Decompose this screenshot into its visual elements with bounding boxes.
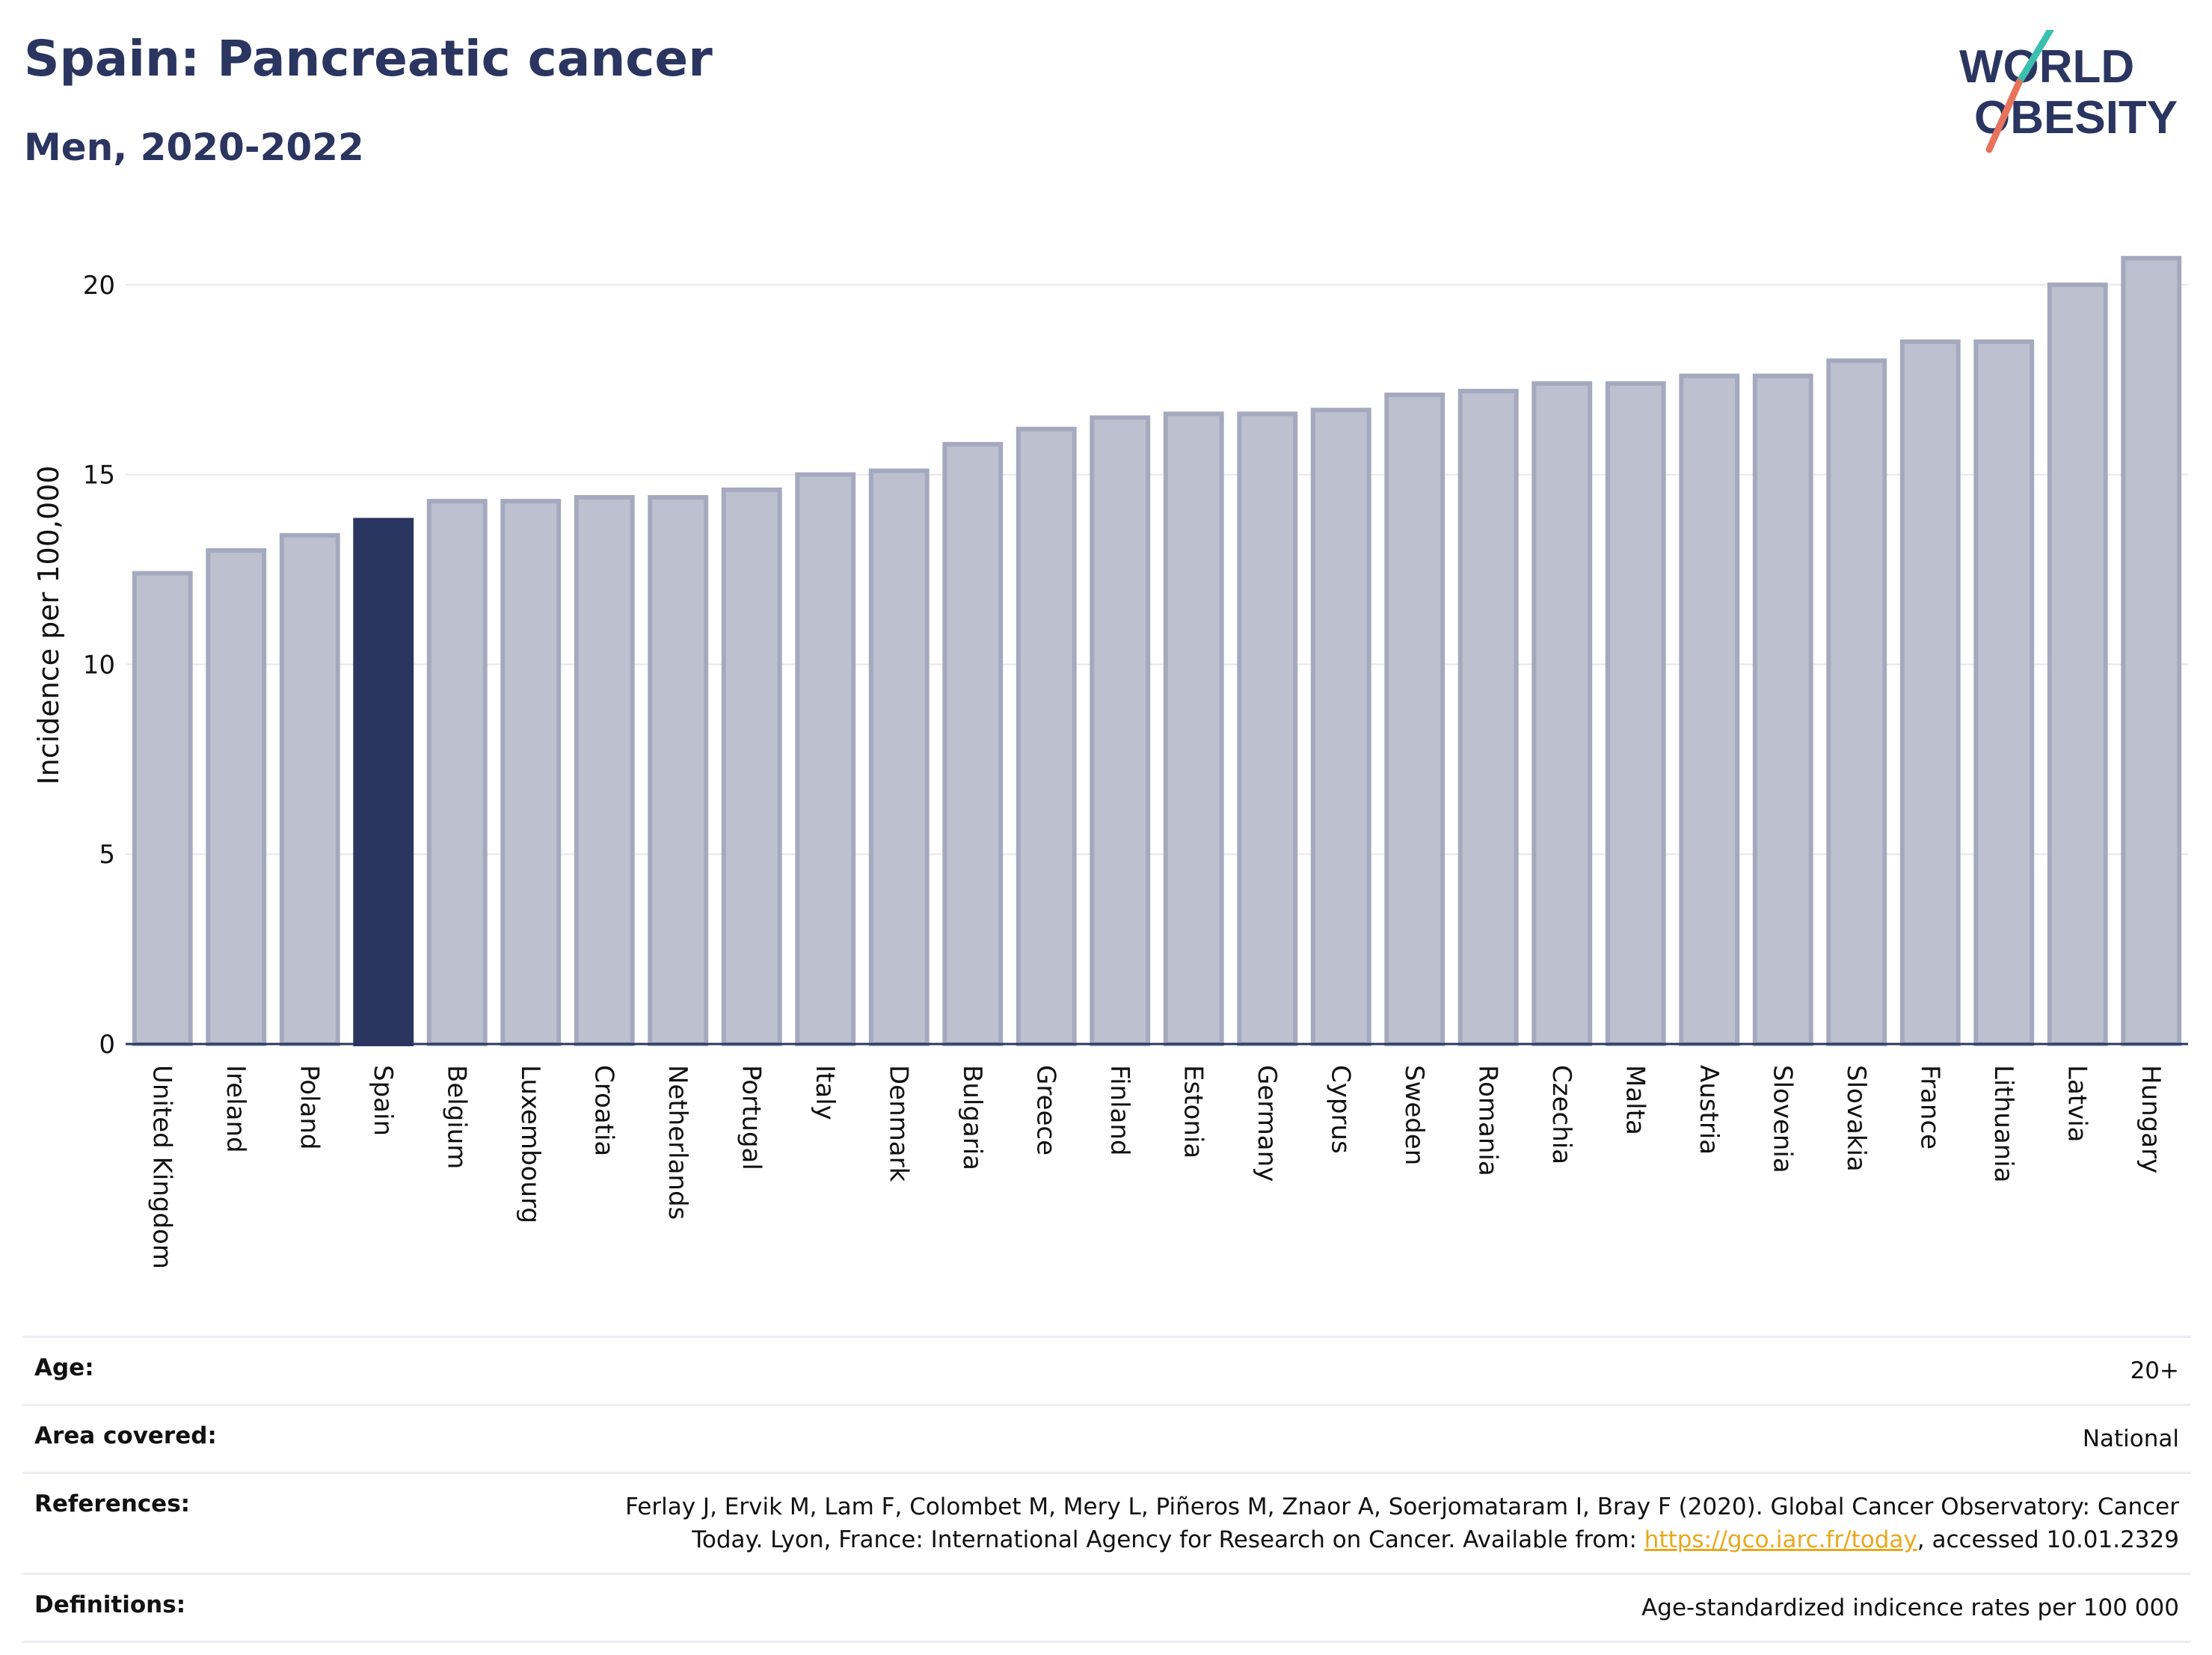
bar-cyprus: [1310, 408, 1371, 1046]
references-link[interactable]: https://gco.iarc.fr/today: [1644, 1526, 1917, 1553]
x-tick-label: Luxembourg: [515, 1065, 545, 1223]
bar-bulgaria: [942, 441, 1004, 1046]
bar-denmark: [868, 468, 930, 1046]
x-tick-label: Portugal: [736, 1065, 766, 1170]
bar-slovakia: [1826, 358, 1887, 1046]
x-tick-label: Spain: [368, 1065, 398, 1136]
x-tick-label: United Kingdom: [147, 1065, 176, 1269]
bar-chart: 0 5 10 15 20 United Kingdom Ireland Poland Spain…: [32, 256, 2188, 1269]
y-tick-label: 0: [99, 1030, 115, 1060]
meta-definitions-value: Age-standardized indicence rates per 100…: [1641, 1594, 2179, 1621]
x-tick-label: Cyprus: [1325, 1065, 1355, 1154]
x-tick-label: Poland: [294, 1065, 324, 1150]
bar-united-kingdom: [132, 571, 193, 1046]
bar-belgium: [426, 499, 488, 1046]
meta-references-value: Ferlay J, Ervik M, Lam F, Colombet M, Me…: [625, 1490, 2179, 1556]
bar-germany: [1237, 411, 1298, 1046]
references-line2-post: , accessed 10.01.2329: [1917, 1526, 2179, 1553]
logo-line1: WORLD: [1959, 41, 2134, 93]
bar-ireland: [206, 548, 267, 1046]
bar-netherlands: [648, 495, 709, 1046]
x-tick-label: Bulgaria: [957, 1065, 987, 1170]
x-tick-label: Malta: [1620, 1065, 1650, 1135]
x-tick-label: France: [1914, 1065, 1944, 1149]
bar-latvia: [2047, 282, 2108, 1046]
x-tick-label: Slovakia: [1841, 1065, 1871, 1172]
bar-greece: [1016, 426, 1077, 1046]
chart-title: Spain: Pancreatic cancer: [24, 30, 713, 87]
meta-references-label: References:: [34, 1490, 191, 1517]
bar-luxembourg: [500, 499, 562, 1046]
x-tick-label: Italy: [810, 1065, 840, 1120]
world-obesity-logo: WORLD OBESITY: [1959, 30, 2178, 153]
x-tick-label: Croatia: [589, 1065, 618, 1156]
bar-croatia: [574, 495, 635, 1046]
bar-romania: [1457, 388, 1519, 1046]
meta-row-references: References: Ferlay J, Ervik M, Lam F, Co…: [22, 1472, 2191, 1573]
references-line2-pre: Today. Lyon, France: International Agenc…: [692, 1526, 1644, 1553]
meta-row-area: Area covered: National: [22, 1404, 2191, 1472]
x-tick-label: Romania: [1472, 1065, 1502, 1176]
bar-france: [1899, 339, 1961, 1046]
x-tick-label: Latvia: [2062, 1065, 2092, 1143]
y-tick-label: 15: [83, 461, 115, 491]
bar-estonia: [1163, 411, 1224, 1046]
bar-malta: [1605, 381, 1666, 1046]
meta-row-definitions: Definitions: Age-standardized indicence …: [22, 1573, 2191, 1643]
y-tick-label: 10: [83, 650, 115, 680]
bar-italy: [795, 472, 856, 1046]
y-tick-label: 20: [83, 271, 115, 301]
meta-definitions-label: Definitions:: [34, 1591, 186, 1618]
meta-age-label: Age:: [34, 1354, 94, 1381]
x-tick-label: Estonia: [1178, 1065, 1208, 1158]
y-axis-label: Incidence per 100,000: [32, 465, 65, 784]
x-tick-label: Lithuania: [1988, 1065, 2018, 1182]
bar-poland: [279, 532, 340, 1046]
x-tick-label: Austria: [1694, 1065, 1724, 1155]
bar-hungary: [2121, 256, 2182, 1047]
x-tick-label: Greece: [1030, 1065, 1060, 1155]
axes: 0 5 10 15 20 United Kingdom Ireland Poland Spain…: [83, 271, 2188, 1269]
references-line1: Ferlay J, Ervik M, Lam F, Colombet M, Me…: [625, 1493, 2179, 1520]
x-tick-label: Slovenia: [1767, 1065, 1797, 1173]
bar-sweden: [1384, 392, 1446, 1046]
x-tick-label: Finland: [1105, 1065, 1134, 1156]
bar-spain: [353, 518, 414, 1046]
x-tick-label: Germany: [1252, 1065, 1282, 1182]
x-tick-label: Netherlands: [663, 1065, 692, 1220]
bar-slovenia: [1752, 373, 1813, 1047]
x-tick-label: Czechia: [1546, 1065, 1576, 1164]
x-tick-label: Ireland: [221, 1065, 251, 1153]
bar-finland: [1090, 415, 1151, 1046]
y-tick-label: 5: [99, 840, 115, 870]
x-tick-label: Denmark: [883, 1065, 913, 1182]
x-tick-label: Hungary: [2136, 1065, 2166, 1173]
bar-portugal: [721, 487, 782, 1046]
metadata-table: Age: 20+ Area covered: National Referenc…: [22, 1336, 2191, 1643]
meta-area-label: Area covered:: [34, 1422, 217, 1449]
chart-subtitle: Men, 2020-2022: [24, 126, 364, 169]
meta-age-value: 20+: [2130, 1357, 2179, 1384]
bar-lithuania: [1973, 339, 2035, 1046]
logo-slash-coral: [1985, 79, 2023, 153]
meta-area-value: National: [2082, 1425, 2179, 1452]
bars: [132, 256, 2182, 1047]
x-tick-label: Sweden: [1399, 1065, 1429, 1165]
logo-slash-teal: [2015, 30, 2054, 86]
x-tick-label: Belgium: [441, 1065, 471, 1169]
bar-czechia: [1531, 381, 1593, 1046]
bar-austria: [1679, 373, 1740, 1047]
meta-row-age: Age: 20+: [22, 1336, 2191, 1404]
